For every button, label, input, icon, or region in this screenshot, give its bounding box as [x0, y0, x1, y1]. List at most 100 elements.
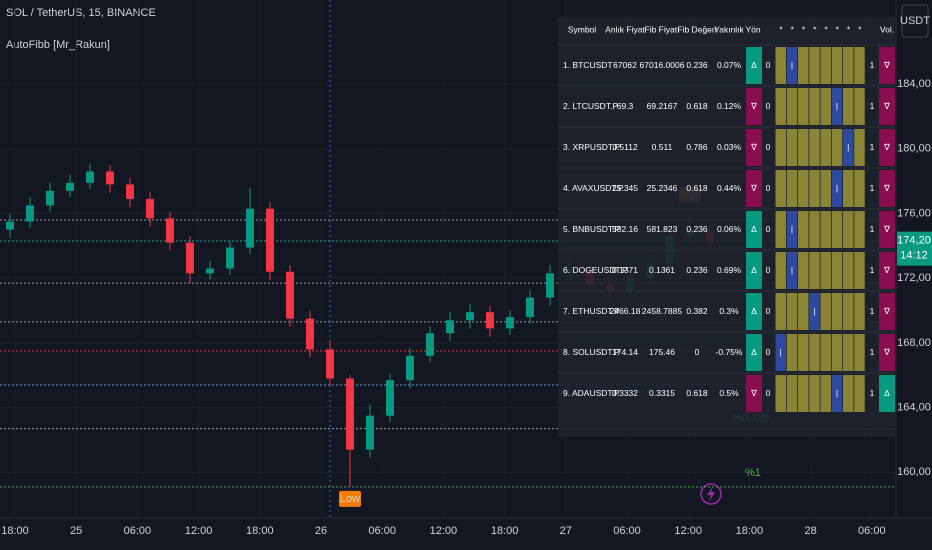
candle-body	[506, 317, 514, 329]
x-tick-label: 06:00	[368, 525, 396, 537]
alert-icon[interactable]	[700, 483, 722, 505]
table-header: *	[824, 24, 828, 34]
table-cell: 2466.18	[610, 306, 641, 316]
level-cell	[809, 129, 820, 166]
volume-symbol: Δ	[884, 388, 890, 398]
level-cell	[820, 293, 831, 330]
level-cell	[831, 252, 843, 289]
candle-body	[186, 242, 194, 274]
volume-cell	[879, 170, 895, 207]
candle-body	[106, 171, 114, 185]
x-tick-label: 18:00	[246, 525, 274, 537]
candle-body	[306, 318, 314, 350]
left-count: 0	[766, 101, 771, 111]
level-cell	[775, 129, 786, 166]
level-cell	[854, 293, 865, 330]
y-tick-label: 168,00	[897, 337, 931, 349]
table-header: *	[858, 24, 862, 34]
direction-symbol: ∇	[750, 388, 758, 398]
level-cell	[786, 170, 798, 207]
volume-symbol: ∇	[883, 101, 891, 111]
table-cell: 0.3%	[719, 306, 739, 316]
level-cell	[820, 170, 831, 207]
right-count: 1	[870, 183, 875, 193]
level-cell	[809, 88, 820, 125]
symbol-title: SOL / TetherUS, 15, BINANCE	[6, 7, 156, 19]
table-header: Fib Değeri	[677, 24, 716, 34]
y-tick-label: 164,00	[897, 402, 931, 414]
direction-symbol: Δ	[751, 265, 757, 275]
direction-cell	[746, 88, 762, 125]
level-cell	[843, 334, 854, 371]
candle-body	[466, 312, 474, 321]
level-cell	[831, 211, 843, 248]
level-cell	[775, 88, 786, 125]
level-cell	[798, 293, 809, 330]
candle-body	[366, 415, 374, 450]
marker-symbol: |	[780, 347, 782, 357]
table-cell: 8. SOLUSDT.P	[563, 347, 620, 357]
table-cell: 0.1361	[649, 265, 675, 275]
level-marker	[831, 88, 843, 125]
level-marker	[831, 375, 843, 412]
volume-symbol: ∇	[883, 306, 891, 316]
marker-symbol: |	[813, 306, 815, 316]
x-tick-label: 28	[804, 525, 816, 537]
marker-symbol: |	[791, 224, 793, 234]
direction-cell	[746, 334, 762, 371]
x-tick-label: 18:00	[736, 525, 764, 537]
candle-body	[546, 273, 554, 298]
level-cell	[775, 375, 786, 412]
price-tag	[897, 231, 932, 266]
x-tick-label: 06:00	[858, 525, 886, 537]
right-count: 1	[870, 60, 875, 70]
currency-label[interactable]: USDT	[900, 15, 930, 27]
level-cell	[820, 88, 831, 125]
level-cell	[843, 47, 854, 84]
currency-button[interactable]	[901, 4, 929, 38]
level-cell	[843, 88, 854, 125]
table-cell: 0.511	[652, 142, 673, 152]
level-cell	[843, 170, 854, 207]
direction-cell	[746, 211, 762, 248]
table-cell: 175.46	[649, 347, 675, 357]
table-cell: 25.345	[612, 183, 638, 193]
candle-body	[46, 190, 54, 206]
table-cell: 174.14	[612, 347, 638, 357]
y-tick-label: 172,00	[897, 272, 931, 284]
direction-cell	[746, 293, 762, 330]
level-cell	[786, 334, 798, 371]
level-cell	[854, 129, 865, 166]
marker-symbol: |	[836, 101, 838, 111]
table-cell: 0.618	[686, 388, 708, 398]
table-cell: 2458.7885	[642, 306, 682, 316]
candle-body	[386, 380, 394, 416]
table-header: Yön	[745, 24, 760, 34]
table-header: Fib Fiyatı	[645, 24, 680, 34]
level-cell	[798, 88, 809, 125]
table-header: Symbol	[568, 24, 596, 34]
candle-body	[526, 297, 534, 318]
level-cell	[798, 170, 809, 207]
level-cell	[798, 375, 809, 412]
table-cell: 581.823	[647, 224, 678, 234]
table-cell: 0.236	[686, 265, 708, 275]
table-cell: 5. BNBUSDT.P	[563, 224, 620, 234]
volume-symbol: ∇	[883, 265, 891, 275]
right-count: 1	[870, 265, 875, 275]
level-cell	[843, 211, 854, 248]
level-marker	[786, 211, 798, 248]
level-marker	[775, 334, 786, 371]
x-tick-label: 25	[70, 525, 82, 537]
level-marker	[786, 252, 798, 289]
level-cell	[786, 293, 798, 330]
candle-body	[426, 333, 434, 356]
table-cell: 0.618	[686, 183, 708, 193]
volume-cell	[879, 211, 895, 248]
level-cell	[854, 88, 865, 125]
table-cell: 0.3315	[649, 388, 675, 398]
level-cell	[775, 170, 786, 207]
level-cell	[775, 293, 786, 330]
direction-cell	[746, 375, 762, 412]
marker-symbol: |	[836, 388, 838, 398]
